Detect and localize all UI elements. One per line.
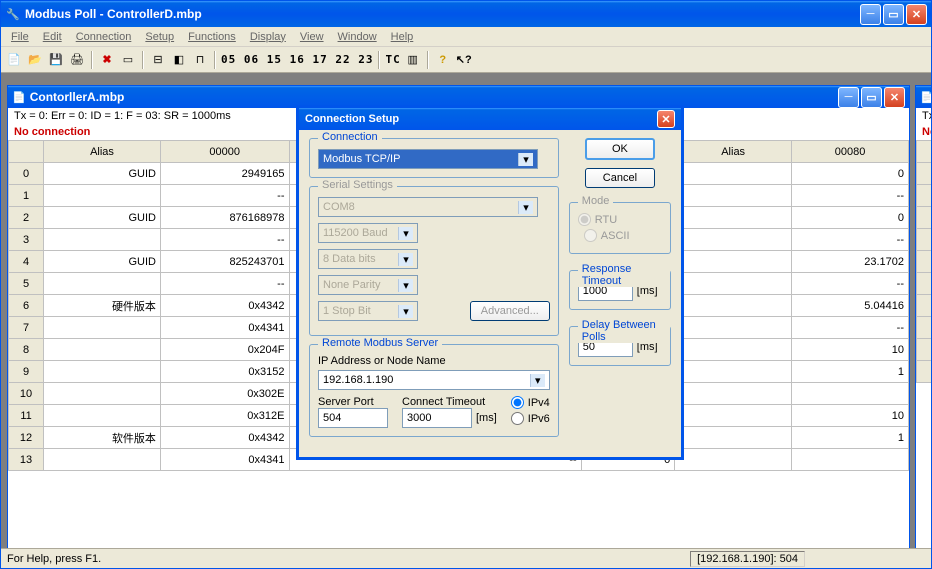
remote-label: Remote Modbus Server <box>318 337 442 349</box>
child-b-content: Tx = No c 0123456789 <box>916 108 931 548</box>
menu-functions[interactable]: Functions <box>182 29 242 45</box>
statusbar: For Help, press F1. [192.168.1.190]: 504 <box>1 548 931 568</box>
child-b-noconn: No c <box>916 124 931 140</box>
child-a-close[interactable]: ✕ <box>884 87 905 108</box>
ok-button[interactable]: OK <box>585 138 655 160</box>
minimize-button[interactable]: ─ <box>860 4 881 25</box>
menu-edit[interactable]: Edit <box>37 29 68 45</box>
doc-icon: 📄 <box>12 91 26 104</box>
data-grid-b[interactable]: 0123456789 <box>916 140 931 383</box>
menu-display[interactable]: Display <box>244 29 292 45</box>
remote-group: Remote Modbus Server IP Address or Node … <box>309 344 559 437</box>
menu-connection[interactable]: Connection <box>70 29 138 45</box>
save-icon[interactable]: 💾 <box>47 51 65 69</box>
status-conn: [192.168.1.190]: 504 <box>690 551 805 567</box>
tool2-icon[interactable]: ◧ <box>170 51 188 69</box>
tool3-icon[interactable]: ▥ <box>404 51 422 69</box>
menubar: File Edit Connection Setup Functions Dis… <box>1 27 931 47</box>
resp-group: Response Timeout [ms] <box>569 270 671 310</box>
ascii-radio: ASCII <box>584 229 630 242</box>
toolbar-tc[interactable]: TC <box>385 53 400 66</box>
main-titlebar: 🔧 Modbus Poll - ControllerD.mbp ─ ▭ ✕ <box>1 1 931 27</box>
cancel-button[interactable]: Cancel <box>585 168 655 188</box>
child-window-b: 📄 Tx = No c 0123456789 <box>915 85 931 548</box>
tool1-icon[interactable]: ⊟ <box>149 51 167 69</box>
child-b-titlebar: 📄 <box>916 86 931 108</box>
cto-label: Connect Timeout <box>402 396 497 408</box>
ipv4-radio[interactable]: IPv4 <box>511 396 550 409</box>
cto-input[interactable] <box>402 408 472 428</box>
parity-combo: None Parity▾ <box>318 275 418 295</box>
status-help: For Help, press F1. <box>7 553 101 565</box>
connection-setup-dialog: Connection Setup ✕ Connection Modbus TCP… <box>296 105 684 460</box>
pulse-icon[interactable]: ⊓ <box>191 51 209 69</box>
child-b-status: Tx = <box>916 108 931 124</box>
rtu-radio: RTU <box>578 213 617 226</box>
delete-icon[interactable]: ✖ <box>98 51 116 69</box>
new-icon[interactable]: 📄 <box>5 51 23 69</box>
port-label: Server Port <box>318 396 388 408</box>
com-combo: COM8▾ <box>318 197 538 217</box>
app-icon: 🔧 <box>5 6 21 22</box>
doc-icon: 📄 <box>920 91 931 104</box>
app-title: Modbus Poll - ControllerD.mbp <box>25 7 860 21</box>
mode-label: Mode <box>578 195 614 207</box>
menu-setup[interactable]: Setup <box>139 29 180 45</box>
chevron-down-icon: ▾ <box>530 374 545 387</box>
toolbar-codes[interactable]: 05 06 15 16 17 22 23 <box>221 53 373 66</box>
child-a-title: ContorllerA.mbp <box>30 90 838 104</box>
close-button[interactable]: ✕ <box>906 4 927 25</box>
menu-help[interactable]: Help <box>385 29 420 45</box>
maximize-button[interactable]: ▭ <box>883 4 904 25</box>
menu-window[interactable]: Window <box>332 29 383 45</box>
whatsthis-icon[interactable]: ↖? <box>455 51 473 69</box>
connection-value: Modbus TCP/IP <box>323 153 400 165</box>
help-icon[interactable]: ? <box>434 51 452 69</box>
delay-label: Delay Between Polls <box>578 319 670 343</box>
menu-view[interactable]: View <box>294 29 330 45</box>
stopbit-combo: 1 Stop Bit▾ <box>318 301 418 321</box>
connection-label: Connection <box>318 131 382 143</box>
mode-group: Mode RTU ASCII <box>569 202 671 254</box>
advanced-button: Advanced... <box>470 301 550 321</box>
serial-label: Serial Settings <box>318 179 397 191</box>
ipv6-radio[interactable]: IPv6 <box>511 412 550 425</box>
serial-group: Serial Settings COM8▾ 115200 Baud▾ 8 Dat… <box>309 186 559 336</box>
dialog-title: Connection Setup <box>305 113 657 125</box>
connection-combo[interactable]: Modbus TCP/IP ▾ <box>318 149 538 169</box>
child-a-minimize[interactable]: ─ <box>838 87 859 108</box>
open-icon[interactable]: 📂 <box>26 51 44 69</box>
port-input[interactable] <box>318 408 388 428</box>
databits-combo: 8 Data bits▾ <box>318 249 418 269</box>
dialog-close[interactable]: ✕ <box>657 110 675 128</box>
ip-label: IP Address or Node Name <box>318 355 550 367</box>
resp-label: Response Timeout <box>578 263 670 287</box>
dialog-titlebar: Connection Setup ✕ <box>299 108 681 130</box>
ip-combo[interactable]: 192.168.1.190▾ <box>318 370 550 390</box>
toolbar: 📄 📂 💾 🖨 ✖ ▭ ⊟ ◧ ⊓ 05 06 15 16 17 22 23 T… <box>1 47 931 73</box>
chevron-down-icon: ▾ <box>518 153 533 166</box>
child-a-maximize[interactable]: ▭ <box>861 87 882 108</box>
menu-file[interactable]: File <box>5 29 35 45</box>
props-icon[interactable]: ▭ <box>119 51 137 69</box>
connection-group: Connection Modbus TCP/IP▾ <box>309 138 559 178</box>
print-icon[interactable]: 🖨 <box>68 51 86 69</box>
baud-combo: 115200 Baud▾ <box>318 223 418 243</box>
delay-group: Delay Between Polls [ms] <box>569 326 671 366</box>
